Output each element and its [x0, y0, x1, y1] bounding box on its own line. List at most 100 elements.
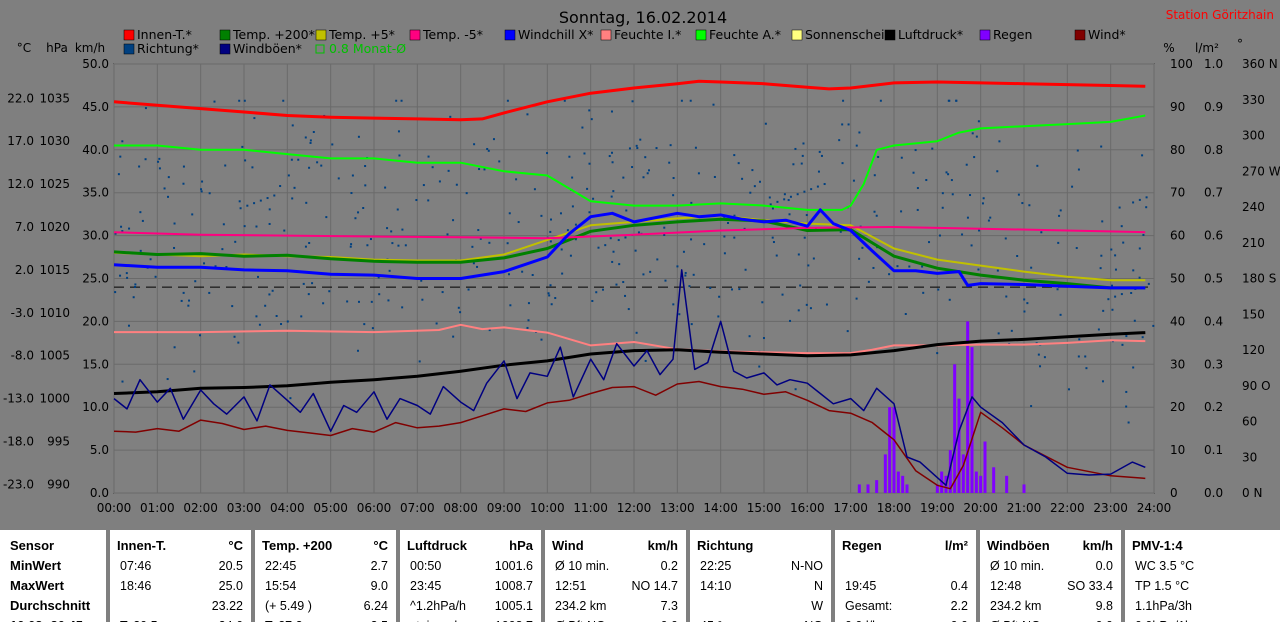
y-tick-percent: 20	[1170, 400, 1185, 414]
cell-left: 22:25	[700, 559, 732, 573]
direction-point	[1121, 343, 1124, 346]
direction-point	[723, 235, 726, 238]
legend-swatch	[979, 29, 991, 41]
direction-point	[253, 202, 256, 205]
direction-point	[797, 309, 800, 312]
y-tick-rain: 0.1	[1204, 443, 1223, 457]
direction-point	[941, 206, 944, 209]
direction-point	[922, 291, 925, 294]
direction-point	[800, 162, 803, 165]
y-tick-degree: 330	[1242, 93, 1265, 107]
direction-point	[945, 171, 948, 174]
cell-left: 23:45	[410, 579, 442, 593]
y-tick-celsius: 7.0	[15, 220, 34, 234]
direction-point	[384, 186, 387, 189]
direction-point	[526, 326, 529, 329]
y-tick-degree: 210	[1242, 236, 1265, 250]
direction-point	[571, 176, 574, 179]
direction-point	[680, 99, 683, 102]
y-tick-degree: 90 O	[1242, 379, 1271, 393]
y-tick-percent: 100	[1170, 57, 1193, 71]
direction-point	[421, 298, 424, 301]
direction-point	[781, 293, 784, 296]
direction-point	[251, 166, 254, 169]
y-tick-kmh: 0.0	[90, 486, 109, 500]
direction-point	[566, 229, 569, 232]
direction-point	[255, 315, 258, 318]
direction-point	[246, 204, 249, 207]
direction-point	[647, 169, 650, 172]
direction-point	[669, 144, 672, 147]
direction-point	[694, 146, 697, 149]
row-label: Durchschnitt	[0, 596, 106, 616]
cell-right: 23.22	[211, 599, 243, 613]
rain-bar	[953, 364, 957, 493]
y-tick-degree: 240	[1242, 200, 1265, 214]
y-tick-kmh: 30.0	[82, 229, 109, 243]
direction-point	[810, 188, 813, 191]
y-tick-percent: 70	[1170, 186, 1185, 200]
direction-point	[349, 245, 352, 248]
direction-point	[371, 327, 374, 330]
direction-point	[455, 183, 458, 186]
direction-point	[119, 274, 122, 277]
direction-point	[125, 272, 128, 275]
cell-right: 25.0	[218, 579, 243, 593]
direction-point	[283, 229, 286, 232]
direction-point	[258, 323, 261, 326]
direction-point	[1056, 288, 1059, 291]
direction-point	[973, 156, 976, 159]
direction-point	[549, 284, 552, 287]
direction-point	[690, 238, 693, 241]
direction-point	[592, 197, 595, 200]
direction-point	[279, 185, 282, 188]
direction-point	[187, 304, 190, 307]
direction-point	[639, 138, 642, 141]
direction-point	[238, 200, 241, 203]
direction-point	[612, 250, 615, 253]
direction-point	[896, 265, 899, 268]
column-row: TP 1.5 °C	[1125, 576, 1280, 596]
direction-point	[158, 157, 161, 160]
direction-point	[877, 155, 880, 158]
direction-point	[418, 360, 421, 363]
stats-column: Luftdruck hPa 00:50 1001.6 23:45 1008.7 ^1.2hP…	[400, 530, 541, 622]
direction-point	[1120, 293, 1123, 296]
cell-left: 0.0hPa/1h	[1135, 616, 1192, 622]
column-row: 07:46 20.5	[110, 556, 251, 576]
direction-point	[471, 245, 474, 248]
direction-point	[415, 199, 418, 202]
y-tick-hpa: 1000	[39, 392, 70, 406]
direction-point	[1132, 201, 1135, 204]
direction-point	[1077, 168, 1080, 171]
direction-point	[678, 313, 681, 316]
column-header: Wind km/h	[545, 536, 686, 556]
series-feuchte-a-	[114, 114, 1146, 211]
direction-point	[842, 99, 845, 102]
direction-point	[608, 155, 611, 158]
direction-point	[308, 166, 311, 169]
direction-point	[308, 242, 311, 245]
x-tick-label: 05:00	[313, 501, 348, 515]
stats-column: Windböen km/h Ø 10 min. 0.0 12:48 SO 33.4 234.…	[980, 530, 1121, 622]
x-tick-label: 19:00	[920, 501, 955, 515]
direction-point	[624, 236, 627, 239]
cell-left: (+ 5.49 )	[265, 599, 312, 613]
y-tick-percent: 30	[1170, 357, 1185, 371]
column-row: steigend 1008.7	[400, 616, 541, 622]
axis-unit-celsius: °C	[17, 41, 31, 55]
direction-point	[1004, 237, 1007, 240]
direction-point	[163, 187, 166, 190]
direction-point	[812, 257, 815, 260]
cell-right: N-NO	[791, 559, 823, 573]
x-tick-label: 16:00	[790, 501, 825, 515]
direction-point	[540, 338, 543, 341]
direction-point	[741, 177, 744, 180]
direction-point	[975, 135, 978, 138]
legend-label: Luftdruck*	[898, 27, 963, 42]
column-row: 23:45 1008.7	[400, 576, 541, 596]
y-tick-percent: 0	[1170, 486, 1178, 500]
direction-point	[805, 303, 808, 306]
cell-left: 234.2 km	[990, 599, 1042, 613]
direction-point	[568, 155, 571, 158]
